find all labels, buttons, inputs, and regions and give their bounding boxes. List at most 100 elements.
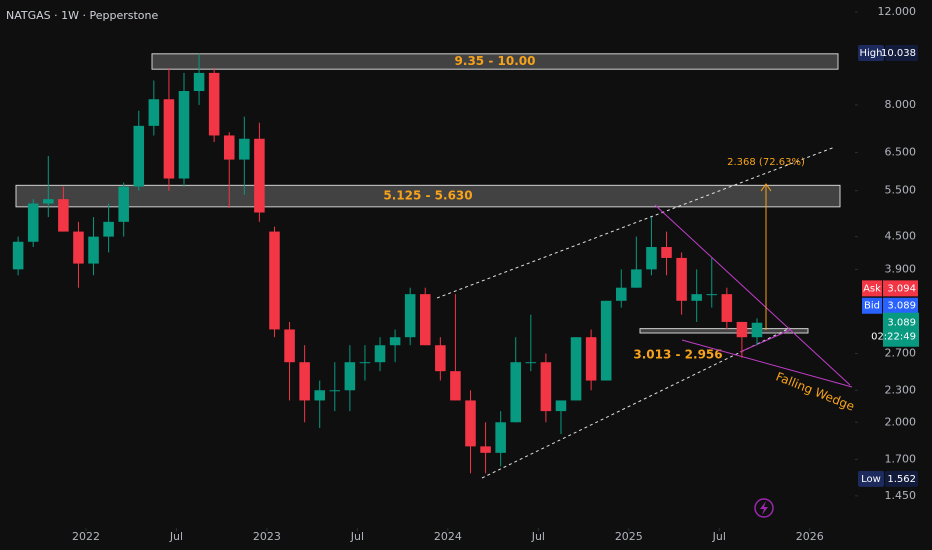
candle-body <box>329 390 341 392</box>
candle-body <box>299 362 310 401</box>
wedge-line <box>654 204 851 386</box>
candle-body <box>435 345 446 372</box>
price-tag-name-bg <box>862 297 882 314</box>
candle-body <box>178 91 190 179</box>
candle-body <box>223 135 235 160</box>
candle-body <box>450 371 461 401</box>
candle-body <box>510 362 522 423</box>
candle-body <box>389 337 401 346</box>
price-tag-name-bg <box>858 470 884 487</box>
candle-body <box>751 322 763 338</box>
candle-body <box>193 72 205 92</box>
last-price-bg <box>883 312 919 347</box>
x-tick-label: Jul <box>350 530 364 543</box>
candle-body <box>163 99 175 179</box>
candle-body <box>585 337 597 381</box>
price-tag-name-bg <box>858 44 884 61</box>
candle-body <box>148 99 160 126</box>
candle-body <box>631 269 642 288</box>
countdown: 02:22:49 <box>871 332 916 343</box>
price-tag-bg <box>885 44 918 61</box>
candle-body <box>58 199 69 232</box>
price-tag-name: Ask <box>863 283 881 294</box>
channel-line <box>436 146 836 299</box>
pattern-lines <box>436 146 853 479</box>
price-tag-value: 3.089 <box>887 301 916 312</box>
candle-body <box>419 294 431 346</box>
candle-body <box>239 138 250 160</box>
y-tick-label: 12.000 <box>878 5 917 18</box>
zone <box>15 184 841 208</box>
y-tick-label: 6.500 <box>885 145 917 158</box>
price-tag-bg <box>885 470 918 487</box>
candle-body <box>27 203 39 242</box>
candle-body <box>374 345 386 363</box>
price-tag-bg <box>883 280 918 297</box>
candle-body <box>73 231 84 264</box>
candle-body <box>555 400 567 412</box>
price-tag-value: 1.562 <box>887 474 916 485</box>
y-tick-label: 2.000 <box>885 415 917 428</box>
candle-body <box>465 400 476 447</box>
candle-body <box>676 257 687 301</box>
target-arrow-head <box>760 183 772 192</box>
lightning-icon[interactable] <box>754 498 774 518</box>
y-tick-label: 2.300 <box>885 383 917 396</box>
x-tick-label: Jul <box>712 530 726 543</box>
wedge-line <box>681 339 853 388</box>
price-tag-name: High <box>860 48 883 59</box>
x-tick-label: 2024 <box>434 530 462 543</box>
candle-body <box>480 446 491 453</box>
price-tag-value: 3.094 <box>887 283 916 294</box>
candle-body <box>721 294 733 322</box>
y-tick-label: 2.700 <box>885 347 917 360</box>
price-tag-name: Bid <box>864 301 880 312</box>
candle-body <box>495 422 506 453</box>
x-tick-label: Jul <box>169 530 183 543</box>
zone-label: 9.35 - 10.00 <box>455 54 536 68</box>
candle-body <box>359 362 371 364</box>
x-tick-label: Jul <box>531 530 545 543</box>
price-tag-name: Low <box>861 474 881 485</box>
candle-body <box>691 294 702 301</box>
y-tick-label: 1.700 <box>885 452 917 465</box>
candle-body <box>404 294 416 338</box>
y-tick-label: 4.500 <box>885 230 917 243</box>
candle-body <box>208 72 220 136</box>
candle-body <box>616 287 627 301</box>
y-tick-label: 3.900 <box>885 262 917 275</box>
candle-body <box>118 186 129 222</box>
candle-body <box>344 362 356 391</box>
y-tick-label: 5.500 <box>885 184 917 197</box>
y-tick-label: 8.000 <box>885 98 917 111</box>
zone <box>151 53 839 70</box>
candle-body <box>314 390 325 401</box>
candle-body <box>284 329 295 363</box>
candle-body <box>103 221 114 237</box>
price-tag-bg <box>883 297 918 314</box>
candle-body <box>706 294 718 296</box>
zone-label: 5.125 - 5.630 <box>383 189 472 203</box>
zone <box>639 328 809 334</box>
candle-body <box>88 236 99 264</box>
candle-body <box>133 125 145 187</box>
candle-body <box>43 199 54 204</box>
wedge-line <box>739 329 791 353</box>
target-label: 2.368 (72.63%) <box>727 157 805 168</box>
candle-body <box>540 362 552 412</box>
candle-body <box>254 138 265 213</box>
candle-body <box>736 321 748 338</box>
candle-body <box>269 231 280 330</box>
last-price: 3.089 <box>887 318 916 329</box>
price-tag-value: 10.038 <box>881 48 916 59</box>
candle-body <box>661 247 672 258</box>
candle-body <box>570 337 582 401</box>
chart-title: NATGAS · 1W · Pepperstone <box>6 9 159 22</box>
candle-body <box>12 241 24 270</box>
candle-body <box>525 362 537 364</box>
x-tick-label: 2026 <box>796 530 824 543</box>
price-tag-name-bg <box>862 280 882 297</box>
x-tick-label: 2023 <box>253 530 281 543</box>
